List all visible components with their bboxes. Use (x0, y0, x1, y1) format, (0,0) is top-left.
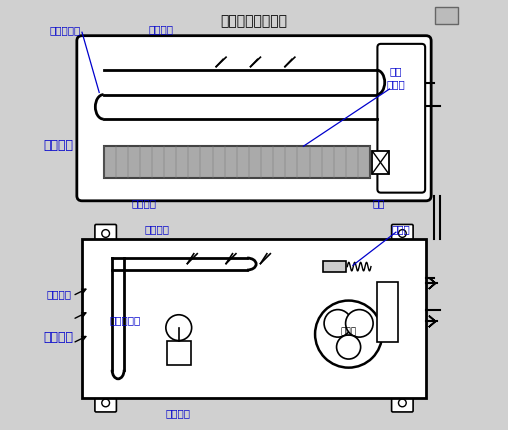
FancyBboxPatch shape (392, 394, 413, 412)
Circle shape (345, 310, 373, 337)
Text: 室外换热器: 室外换热器 (110, 315, 141, 326)
Bar (167, 341, 191, 365)
Bar (104, 146, 370, 178)
Text: 室外机组: 室外机组 (43, 331, 73, 344)
Text: 室外进风: 室外进风 (144, 224, 169, 234)
Circle shape (166, 315, 192, 341)
Circle shape (398, 399, 406, 407)
Circle shape (315, 301, 382, 368)
Text: 室内出风: 室内出风 (132, 198, 156, 209)
Text: 压缩机: 压缩机 (340, 328, 357, 336)
Bar (323, 261, 346, 272)
Text: 室内换热器: 室内换热器 (50, 25, 81, 35)
Bar (376, 282, 398, 342)
Text: 室内进风: 室内进风 (149, 24, 174, 34)
Bar (372, 151, 389, 174)
Circle shape (398, 230, 406, 237)
Bar (82, 239, 426, 398)
Text: 换向阀: 换向阀 (392, 224, 410, 234)
FancyBboxPatch shape (95, 394, 116, 412)
Circle shape (102, 230, 110, 237)
Text: 风机: 风机 (372, 198, 385, 209)
FancyBboxPatch shape (77, 36, 431, 201)
Bar (435, 7, 458, 24)
FancyBboxPatch shape (392, 224, 413, 243)
Text: 分体挂壁式空调器: 分体挂壁式空调器 (220, 14, 288, 28)
Text: 室内机组: 室内机组 (43, 139, 73, 152)
Circle shape (337, 335, 361, 359)
Text: 室外出风: 室外出风 (166, 408, 191, 418)
Text: 电动机: 电动机 (387, 79, 405, 89)
FancyBboxPatch shape (95, 224, 116, 243)
Text: 室外进风: 室外进风 (47, 289, 72, 300)
Circle shape (324, 310, 352, 337)
FancyBboxPatch shape (377, 44, 425, 193)
Circle shape (102, 399, 110, 407)
Text: 风机: 风机 (390, 66, 402, 76)
